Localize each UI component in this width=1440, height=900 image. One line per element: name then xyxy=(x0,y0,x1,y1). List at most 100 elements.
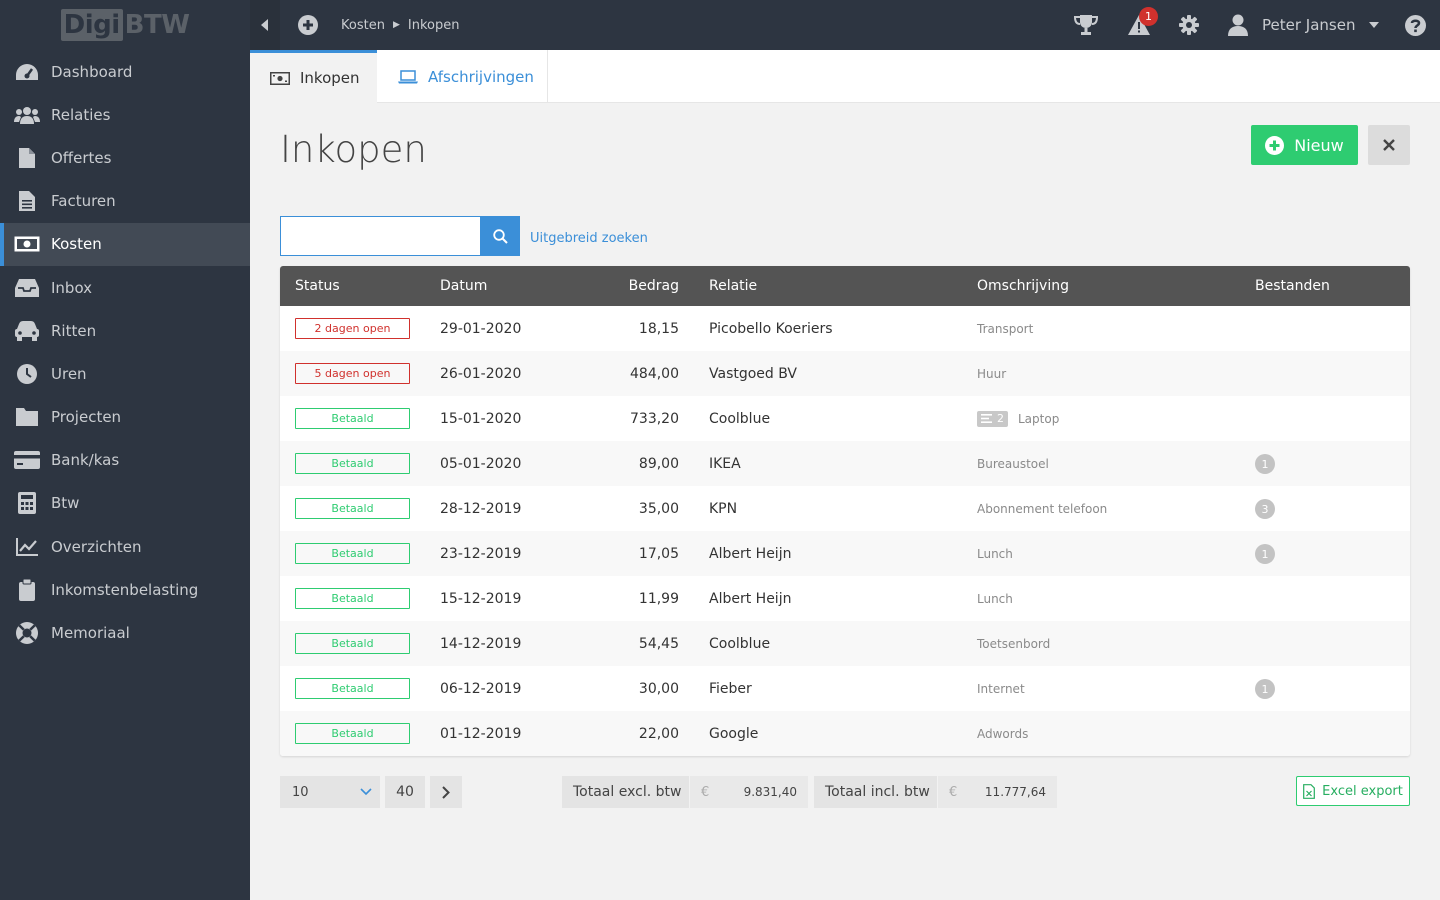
euro-icon: € xyxy=(701,784,710,800)
sidebar-item-memoriaal[interactable]: Memoriaal xyxy=(0,611,250,654)
close-button[interactable] xyxy=(1368,125,1410,165)
user-menu[interactable]: Peter Jansen xyxy=(1228,0,1380,50)
sidebar: Dashboard Relaties Offertes Facturen Kos… xyxy=(0,50,250,900)
sidebar-item-facturen[interactable]: Facturen xyxy=(0,180,250,223)
sidebar-item-dashboard[interactable]: Dashboard xyxy=(0,50,250,93)
achievements-button[interactable] xyxy=(1074,0,1098,50)
column-bestanden[interactable]: Bestanden xyxy=(1255,278,1330,294)
alert-count-badge: 1 xyxy=(1139,7,1158,26)
sidebar-item-bank[interactable]: Bank/kas xyxy=(0,439,250,482)
relation-cell[interactable]: Coolblue xyxy=(709,635,771,652)
description-cell: 2 Laptop xyxy=(977,396,1059,441)
tab-afschrijvingen[interactable]: Afschrijvingen xyxy=(377,50,548,103)
relation-cell[interactable]: IKEA xyxy=(709,455,741,472)
sidebar-collapse-button[interactable] xyxy=(250,0,280,50)
table-row[interactable]: Betaald 01-12-2019 22,00 Google Adwords xyxy=(280,711,1410,756)
sidebar-item-offertes[interactable]: Offertes xyxy=(0,136,250,179)
sidebar-item-label: Btw xyxy=(51,494,80,513)
sidebar-item-btw[interactable]: Btw xyxy=(0,482,250,525)
total-count: 40 xyxy=(385,776,425,808)
relation-cell[interactable]: Albert Heijn xyxy=(709,545,792,562)
relation-cell[interactable]: Vastgoed BV xyxy=(709,365,798,382)
help-button[interactable] xyxy=(1404,0,1426,50)
file-count-badge[interactable]: 1 xyxy=(1255,544,1275,564)
total-incl-value: 11.777,64 xyxy=(984,785,1046,799)
status-badge: 2 dagen open xyxy=(295,318,410,339)
advanced-search-link[interactable]: Uitgebreid zoeken xyxy=(530,231,648,246)
description-text: Huur xyxy=(977,366,1007,381)
excel-export-button[interactable]: Excel export xyxy=(1296,776,1410,806)
sidebar-item-relaties[interactable]: Relaties xyxy=(0,93,250,136)
relation-cell[interactable]: KPN xyxy=(709,500,738,517)
notes-badge[interactable]: 2 xyxy=(977,410,1008,427)
description-cell: Lunch xyxy=(977,531,1013,576)
amount-cell: 11,99 xyxy=(638,590,679,607)
file-count-badge[interactable]: 1 xyxy=(1255,679,1275,699)
table-row[interactable]: Betaald 05-01-2020 89,00 IKEA Bureaustoel 1 xyxy=(280,441,1410,486)
table-row[interactable]: Betaald 14-12-2019 54,45 Coolblue Toetsenbor… xyxy=(280,621,1410,666)
table-row[interactable]: Betaald 15-01-2020 733,20 Coolblue 2 Laptop xyxy=(280,396,1410,441)
file-count-badge[interactable]: 1 xyxy=(1255,454,1275,474)
table-row[interactable]: Betaald 28-12-2019 35,00 KPN Abonnement tele… xyxy=(280,486,1410,531)
column-datum[interactable]: Datum xyxy=(440,278,488,294)
date-cell: 14-12-2019 xyxy=(440,635,522,652)
euro-icon: € xyxy=(949,784,958,800)
table-row[interactable]: Betaald 15-12-2019 11,99 Albert Heijn Lunch xyxy=(280,576,1410,621)
relation-cell[interactable]: Picobello Koeriers xyxy=(709,320,833,337)
sidebar-item-inbox[interactable]: Inbox xyxy=(0,266,250,309)
new-button[interactable]: Nieuw xyxy=(1251,125,1358,165)
search-button[interactable] xyxy=(480,216,520,256)
next-page-button[interactable] xyxy=(430,776,462,808)
folder-icon xyxy=(14,406,40,428)
column-status[interactable]: Status xyxy=(295,278,340,294)
alerts-button[interactable] xyxy=(1126,0,1152,50)
amount-cell: 35,00 xyxy=(638,500,679,517)
excel-export-label: Excel export xyxy=(1322,783,1403,799)
status-badge: Betaald xyxy=(295,453,410,474)
amount-cell: 484,00 xyxy=(630,365,679,382)
relation-cell[interactable]: Albert Heijn xyxy=(709,590,792,607)
column-bedrag[interactable]: Bedrag xyxy=(628,278,679,294)
table-row[interactable]: 2 dagen open 29-01-2020 18,15 Picobello Koe… xyxy=(280,306,1410,351)
relation-cell[interactable]: Coolblue xyxy=(709,410,771,427)
total-excl-label: Totaal excl. btw xyxy=(562,776,689,808)
table-row[interactable]: Betaald 23-12-2019 17,05 Albert Heijn Lunch 1 xyxy=(280,531,1410,576)
sidebar-item-ritten[interactable]: Ritten xyxy=(0,309,250,352)
per-page-select[interactable]: 10 xyxy=(280,776,380,808)
table-row[interactable]: Betaald 06-12-2019 30,00 Fieber Internet 1 xyxy=(280,666,1410,711)
sidebar-item-overzichten[interactable]: Overzichten xyxy=(0,525,250,568)
breadcrumb-kosten[interactable]: Kosten xyxy=(341,17,385,33)
logo[interactable]: Digi BTW xyxy=(0,0,250,50)
settings-button[interactable] xyxy=(1178,0,1200,50)
sidebar-item-label: Memoriaal xyxy=(51,624,130,643)
relation-cell[interactable]: Fieber xyxy=(709,680,752,697)
column-relatie[interactable]: Relatie xyxy=(709,278,758,294)
logo-boxed: Digi xyxy=(60,9,123,41)
credit-card-icon xyxy=(14,449,40,471)
sidebar-item-projecten[interactable]: Projecten xyxy=(0,396,250,439)
description-cell: Internet xyxy=(977,666,1025,711)
date-cell: 15-12-2019 xyxy=(440,590,522,607)
status-badge: Betaald xyxy=(295,543,410,564)
chevron-down-icon xyxy=(360,788,372,796)
caret-left-icon xyxy=(261,19,268,31)
sidebar-item-kosten[interactable]: Kosten xyxy=(0,222,250,267)
sidebar-item-label: Ritten xyxy=(51,321,97,340)
table-row[interactable]: 5 dagen open 26-01-2020 484,00 Vastgoed BV H… xyxy=(280,351,1410,396)
sidebar-item-inkomstenbelasting[interactable]: Inkomstenbelasting xyxy=(0,568,250,611)
column-omschrijving[interactable]: Omschrijving xyxy=(977,278,1069,294)
warning-icon xyxy=(1128,15,1150,35)
date-cell: 26-01-2020 xyxy=(440,365,522,382)
file-text-icon xyxy=(14,190,40,212)
relation-cell[interactable]: Google xyxy=(709,725,759,742)
amount-cell: 17,05 xyxy=(638,545,679,562)
tab-inkopen[interactable]: Inkopen xyxy=(250,50,377,103)
file-count-badge[interactable]: 3 xyxy=(1255,499,1275,519)
sidebar-item-uren[interactable]: Uren xyxy=(0,352,250,395)
amount-cell: 89,00 xyxy=(638,455,679,472)
search-input[interactable] xyxy=(280,216,481,256)
quick-add-button[interactable] xyxy=(297,0,319,50)
description-cell: Abonnement telefoon xyxy=(977,486,1107,531)
user-icon xyxy=(1228,14,1248,36)
description-text: Toetsenbord xyxy=(977,636,1051,651)
